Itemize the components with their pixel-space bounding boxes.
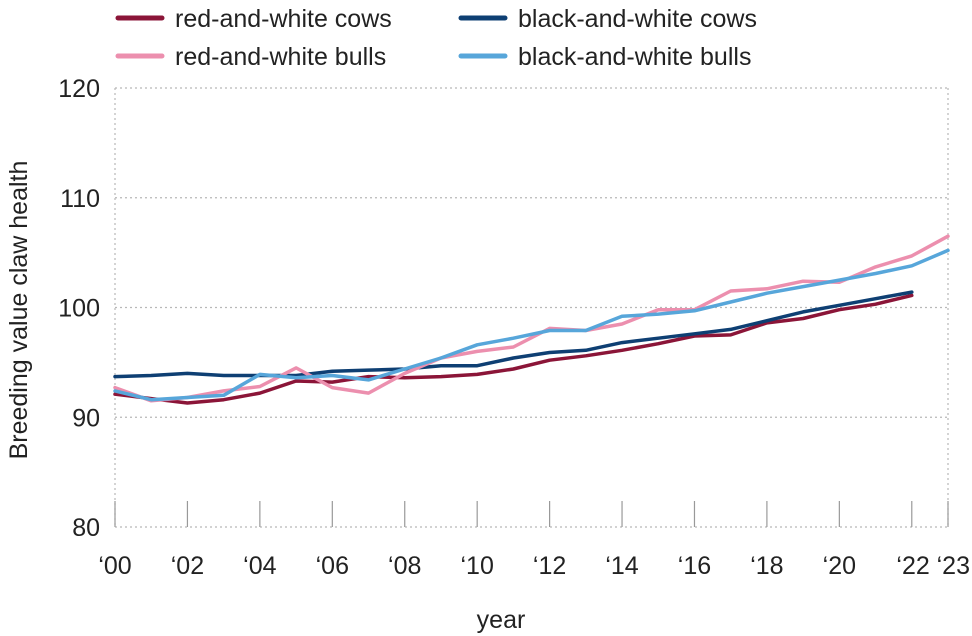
x-tick-label: ‘23 (937, 552, 970, 580)
series-line-black-and-white-bulls (113, 248, 950, 402)
legend-item: black-and-white cows (458, 5, 757, 33)
legend-label: black-and-white bulls (518, 43, 751, 71)
y-tick-label: 90 (72, 404, 100, 432)
x-axis-ticks (114, 501, 949, 527)
legend-label: red-and-white bulls (175, 43, 386, 71)
legend-item: red-and-white cows (115, 5, 392, 33)
legend-item: black-and-white bulls (458, 43, 751, 71)
x-axis-tick-labels: ‘00 ‘02 ‘04 ‘06 ‘08 ‘10 ‘12 ‘14 ‘16 ‘18 ‘20 ‘22 ‘23 (98, 552, 970, 580)
legend: red-and-white cows black-and-white cows re… (115, 5, 757, 71)
series-line-red-and-white-cows (113, 293, 914, 405)
legend-item: red-and-white bulls (115, 43, 386, 71)
x-tick-label: ‘04 (243, 552, 276, 580)
series-lines (113, 234, 950, 405)
legend-label: red-and-white cows (175, 5, 392, 33)
y-tick-label: 80 (72, 514, 100, 542)
y-axis-tick-labels: 80 90 100 110 120 (58, 75, 100, 542)
series-line-black-and-white-cows (113, 290, 914, 379)
x-tick-label: ‘02 (171, 552, 204, 580)
x-tick-label: ‘16 (678, 552, 711, 580)
x-tick-label: ‘20 (823, 552, 856, 580)
x-tick-label: ‘10 (460, 552, 493, 580)
legend-label: black-and-white cows (518, 5, 757, 33)
y-axis-title: Breeding value claw health (5, 161, 33, 460)
x-tick-label: ‘06 (316, 552, 349, 580)
gridlines (114, 87, 949, 528)
x-tick-label: ‘22 (896, 552, 929, 580)
x-tick-label: ‘12 (533, 552, 566, 580)
y-tick-label: 120 (58, 75, 100, 103)
x-tick-label: ‘14 (605, 552, 638, 580)
y-tick-label: 110 (60, 185, 100, 213)
x-tick-label: ‘08 (388, 552, 421, 580)
x-axis-title: year (477, 606, 526, 634)
y-tick-label: 100 (58, 295, 100, 323)
x-tick-label: ‘18 (750, 552, 783, 580)
x-tick-label: ‘00 (98, 552, 131, 580)
series-line-red-and-white-bulls (113, 234, 950, 403)
